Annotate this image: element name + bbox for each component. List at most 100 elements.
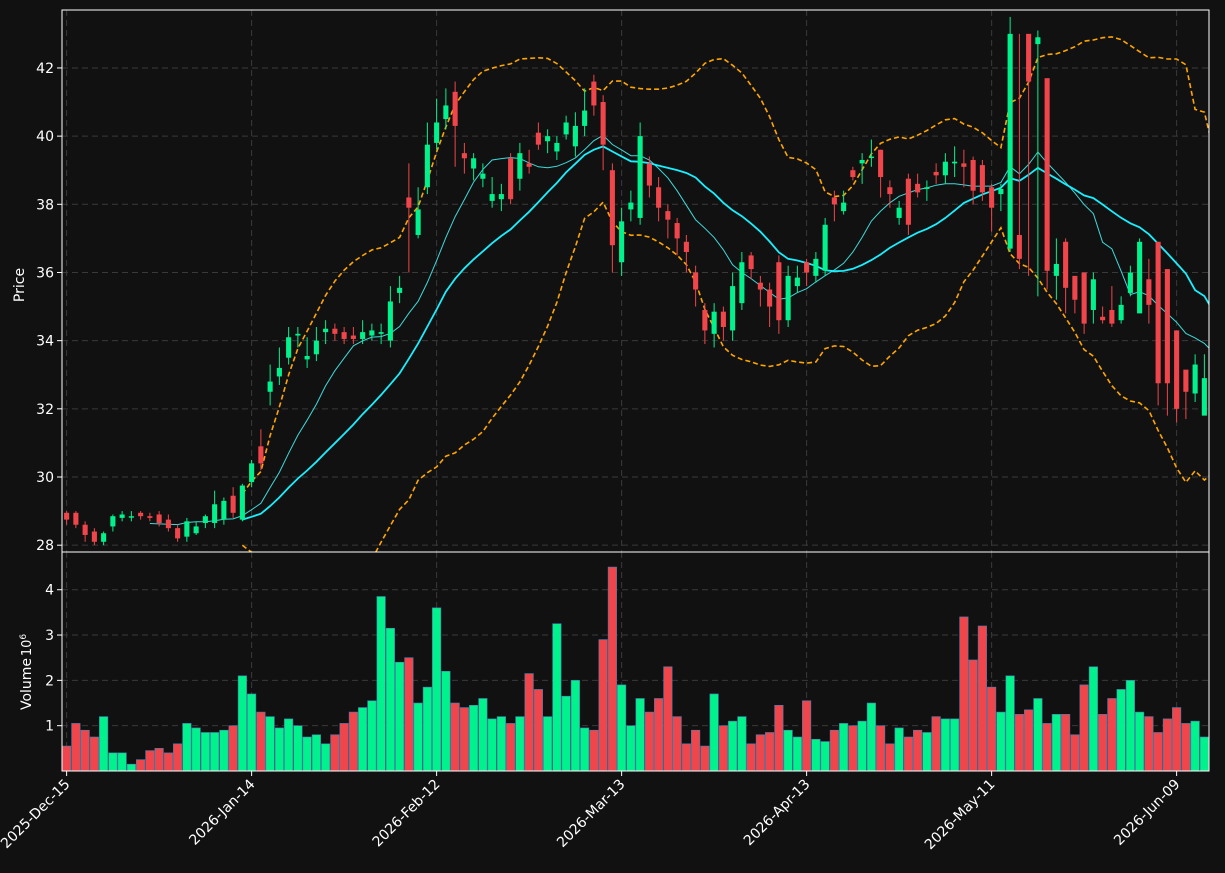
candle-body — [628, 202, 634, 210]
candle-body — [804, 262, 810, 273]
candle — [628, 190, 634, 222]
candle-body — [535, 132, 541, 145]
candle — [406, 163, 412, 273]
volume-bar — [635, 698, 645, 772]
candle — [249, 459, 255, 488]
candle-body — [508, 158, 514, 200]
volume-bar — [506, 723, 516, 772]
candle-body — [767, 289, 773, 307]
volume-bar — [1005, 675, 1015, 772]
volume-bar — [922, 732, 932, 772]
volume-bar — [644, 711, 654, 772]
bollinger-lower-band — [241, 200, 1209, 552]
moving-averages — [149, 134, 1209, 526]
volume-bar — [1061, 714, 1071, 772]
volume-bar — [755, 734, 765, 772]
volume-bar — [358, 707, 368, 772]
volume-bar — [718, 725, 728, 772]
volume-bar — [210, 732, 220, 772]
candle — [276, 347, 282, 385]
volume-bar — [1051, 714, 1061, 772]
candle-body — [785, 275, 791, 321]
volume-bar — [367, 700, 377, 772]
candle-body — [110, 516, 116, 527]
volume-bar — [792, 736, 802, 772]
candle — [970, 156, 976, 205]
volume-bar — [1135, 711, 1145, 772]
candle-body — [702, 309, 708, 331]
volume-bar — [709, 693, 719, 772]
candle-body — [221, 500, 227, 520]
volume-bar — [459, 707, 469, 772]
candle-body — [397, 287, 403, 293]
candle-body — [341, 332, 347, 339]
candle — [545, 129, 551, 154]
volume-bar — [126, 763, 136, 772]
volume-bar — [89, 736, 99, 772]
candle — [656, 177, 662, 222]
candle — [804, 258, 810, 287]
candle-body — [526, 163, 532, 167]
candle — [64, 511, 70, 525]
candle — [767, 282, 773, 328]
price-tick-label: 36 — [36, 265, 54, 281]
candle-body — [82, 524, 88, 535]
candle — [332, 323, 338, 341]
candle — [360, 320, 366, 345]
candle-body — [998, 188, 1004, 195]
candle — [998, 183, 1004, 212]
volume-bar — [1199, 736, 1209, 772]
candle — [730, 272, 736, 341]
price-y-ticks: 28 30 32 34 36 38 40 42 — [36, 61, 62, 554]
candle — [822, 217, 828, 276]
candle-body — [1118, 304, 1124, 321]
candle — [582, 88, 588, 137]
volume-bar — [829, 729, 839, 772]
volume-bar — [136, 759, 146, 772]
volume-bar — [191, 727, 201, 772]
volume-bar — [154, 748, 164, 772]
candle-body — [360, 332, 366, 339]
candle — [313, 327, 319, 362]
candle — [295, 327, 301, 348]
candle — [896, 200, 902, 225]
candle — [443, 88, 449, 130]
candle — [397, 275, 403, 304]
volume-bar — [284, 718, 294, 772]
volume-bar — [691, 729, 701, 772]
candle-body — [850, 170, 856, 178]
volume-bar — [339, 723, 349, 772]
candle-body — [230, 495, 236, 513]
candle — [841, 190, 847, 215]
volume-bar — [839, 723, 849, 772]
candle — [434, 98, 440, 150]
candle-body — [970, 159, 976, 191]
volume-bar — [617, 684, 627, 772]
candle — [785, 265, 791, 328]
moving-average-short — [149, 134, 1209, 526]
candle-body — [619, 221, 625, 263]
candle-body — [572, 125, 578, 147]
volume-bar — [265, 716, 275, 772]
candle-body — [831, 197, 837, 205]
volume-bar — [348, 711, 358, 772]
candle — [702, 303, 708, 345]
candle — [794, 265, 800, 293]
candle-body — [267, 381, 273, 392]
candle-body — [813, 258, 819, 276]
candle — [378, 323, 384, 345]
candle — [350, 327, 356, 345]
candle — [267, 364, 273, 406]
volume-bar — [1098, 714, 1108, 772]
volume-bars — [62, 566, 1209, 772]
volume-bar — [1116, 689, 1126, 772]
candle — [619, 207, 625, 276]
candle-body — [554, 142, 560, 152]
candle-body — [452, 91, 458, 126]
volume-bar — [681, 743, 691, 772]
candle — [1164, 269, 1170, 416]
candle-body — [868, 156, 874, 159]
candle — [1063, 238, 1069, 314]
candle-body — [915, 183, 921, 193]
candle — [230, 487, 236, 518]
